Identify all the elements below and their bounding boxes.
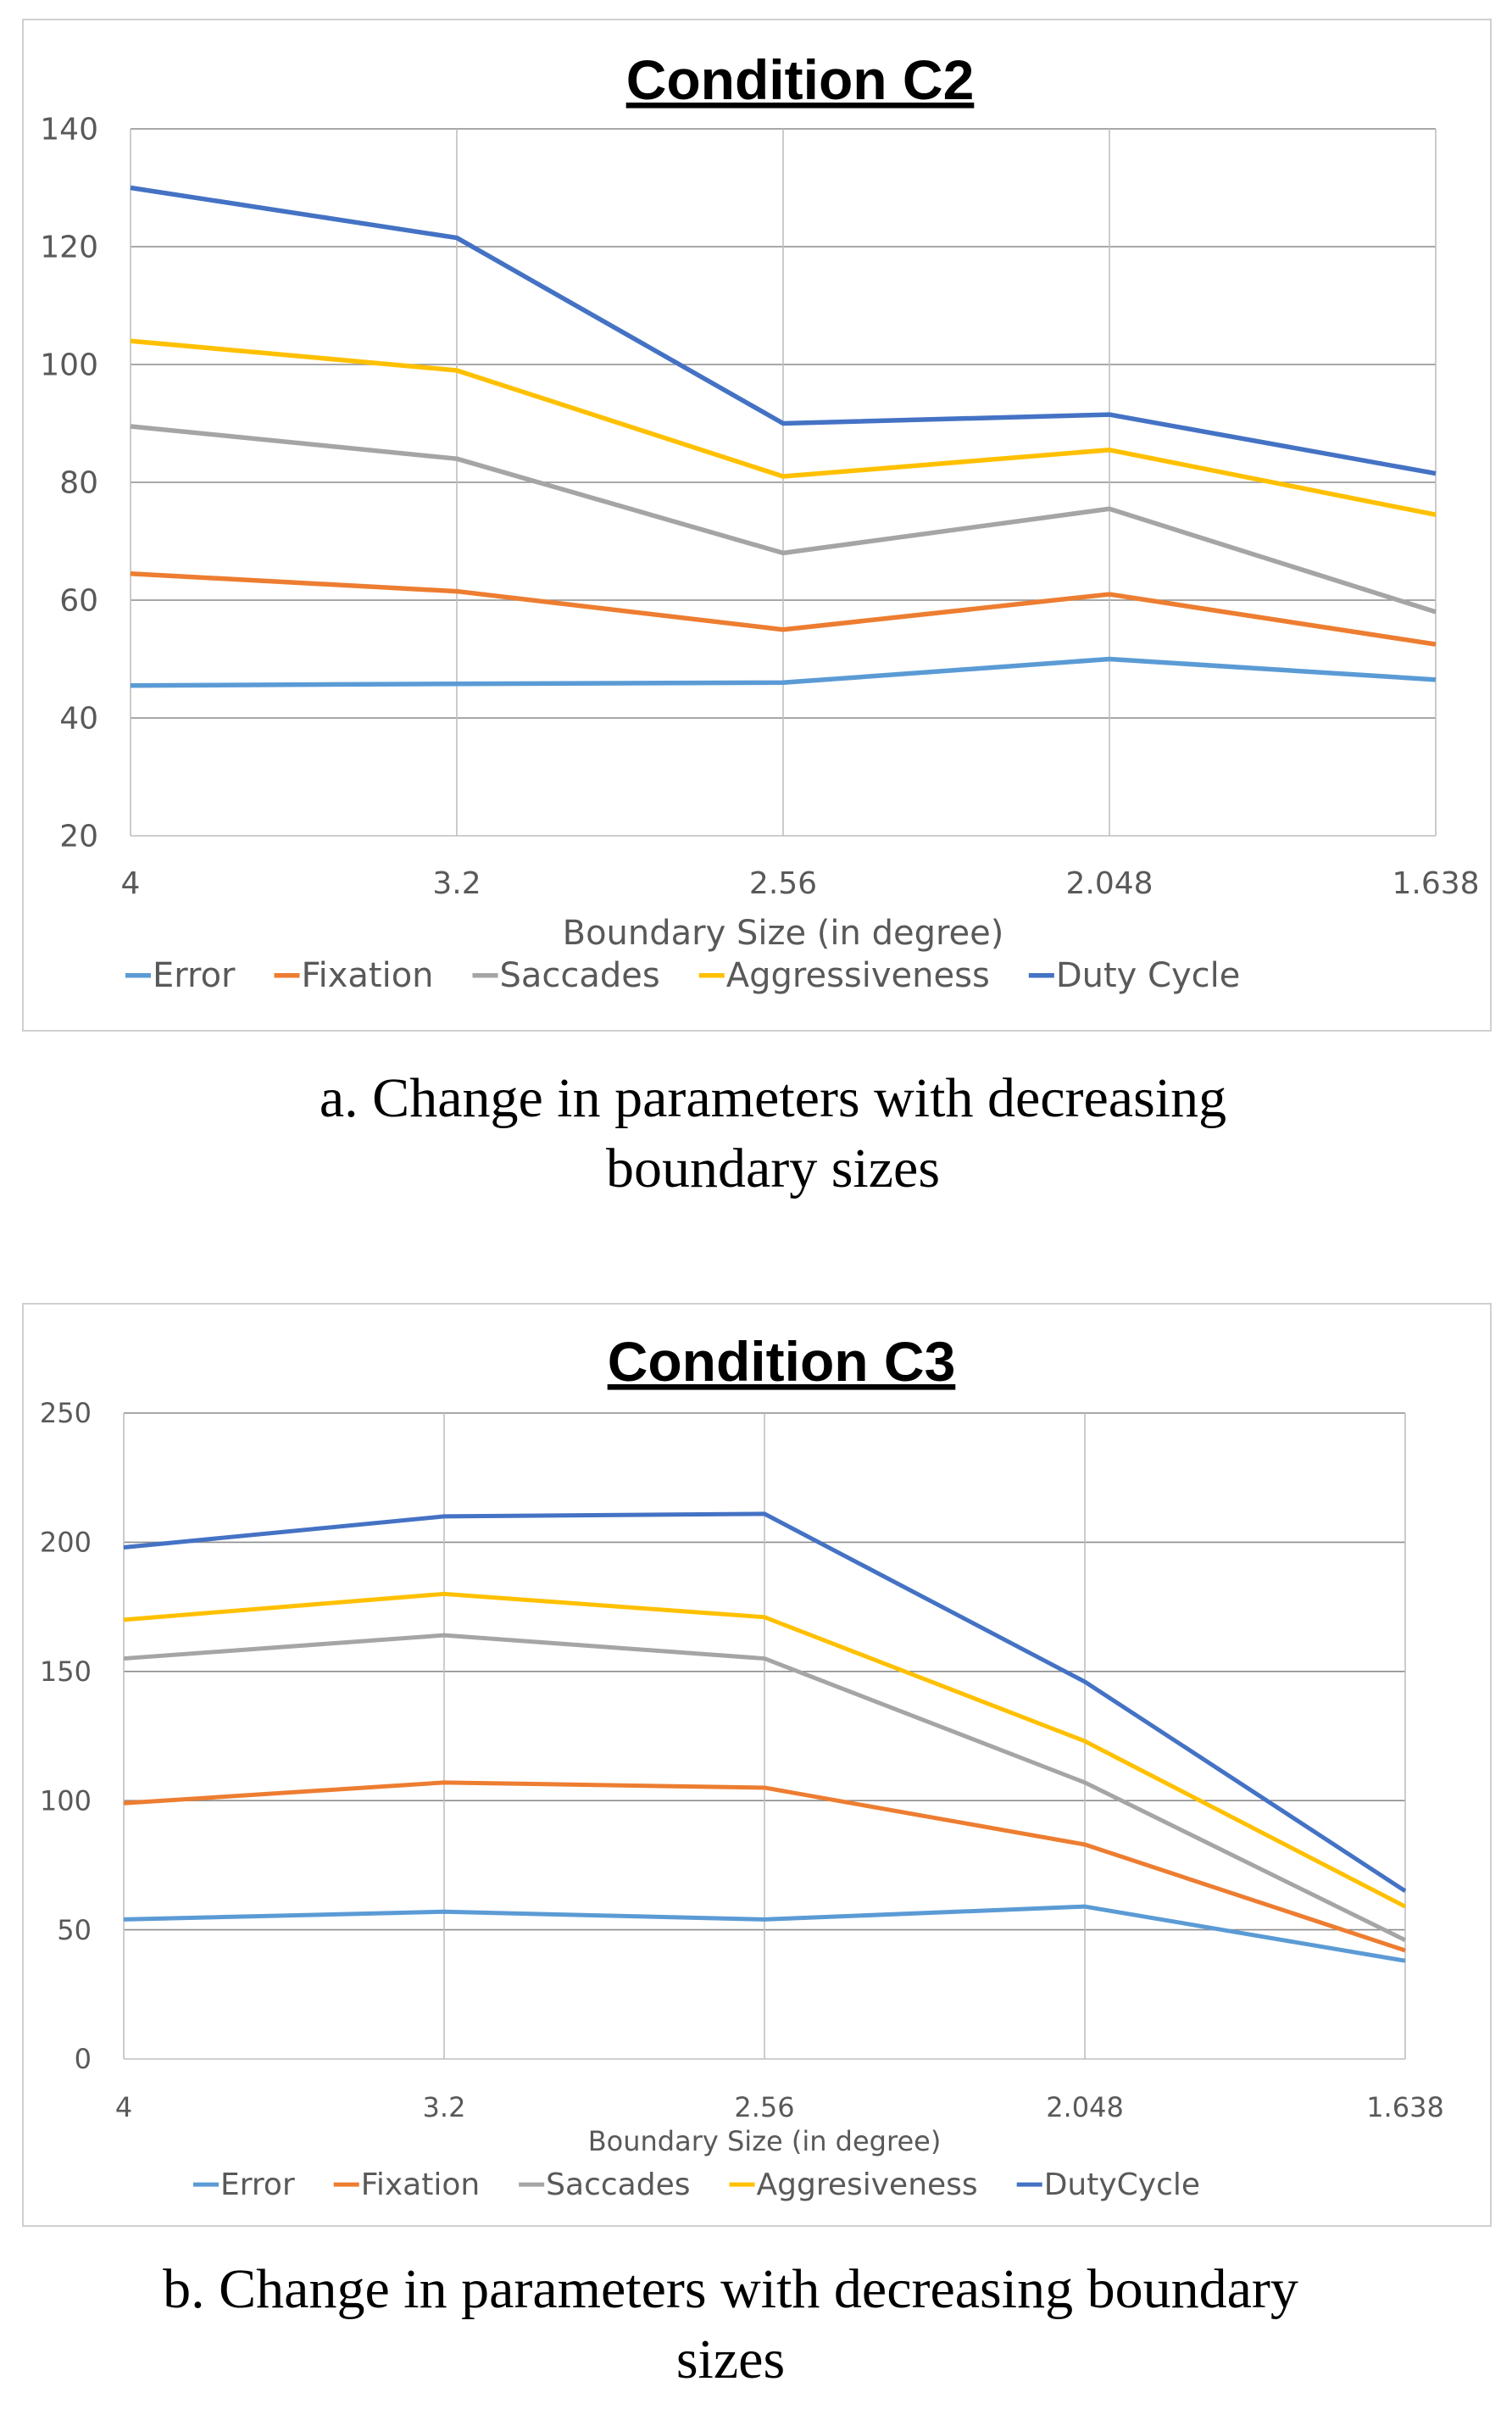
c2-y-tick-label: 40 <box>59 702 98 737</box>
c2-x-tick-label: 4 <box>121 866 141 901</box>
c2-legend-label: Saccades <box>500 956 660 995</box>
c3-x-tick-label: 2.56 <box>734 2091 794 2123</box>
c2-x-tick-label: 1.638 <box>1392 866 1479 901</box>
c3-y-tick-label: 50 <box>57 1914 92 1946</box>
c3-series-line-error <box>123 1904 1406 1963</box>
c2-x-axis-title: Boundary Size (in degree) <box>563 914 1004 953</box>
c2-legend-label: Fixation <box>302 956 434 995</box>
c2-series-line-saccades <box>130 424 1437 615</box>
c2-y-tick-label: 80 <box>59 466 98 501</box>
c2-chart-title: Condition C2 <box>626 48 975 111</box>
caption-a: a. Change in parameters with decreasing … <box>0 1064 1512 1204</box>
c2-x-tick-label: 2.048 <box>1065 866 1153 901</box>
c2-y-tick-label: 100 <box>40 348 98 383</box>
chart-panel-c3: Condition C3 0 50 100 150 200 250 4 3.2 2.56 2.048… <box>22 1303 1492 2227</box>
caption-a-line-2: boundary sizes <box>605 1137 941 1199</box>
c3-series-line-saccades <box>123 1633 1407 1943</box>
c3-x-axis-title: Boundary Size (in degree) <box>588 2125 942 2157</box>
c3-y-tick-label: 250 <box>40 1397 92 1429</box>
c2-y-tick-label: 20 <box>59 820 98 854</box>
c2-legend-label: Duty Cycle <box>1056 956 1241 995</box>
c3-legend-label: Saccades <box>546 2167 690 2202</box>
c3-y-tick-label: 0 <box>75 2043 92 2075</box>
c2-y-tick-label: 140 <box>40 113 98 147</box>
c3-y-tick-label: 100 <box>40 1784 92 1817</box>
c3-x-tick-label: 1.638 <box>1366 2091 1444 2123</box>
c2-legend-label: Aggressiveness <box>726 956 990 995</box>
c3-x-tick-label: 3.2 <box>423 2091 466 2123</box>
caption-a-line-1: a. Change in parameters with decreasing <box>319 1067 1227 1129</box>
caption-b-line-1: b. Change in parameters with decreasing … <box>163 2258 1298 2320</box>
c3-y-tick-label: 150 <box>40 1655 92 1688</box>
c2-legend-label: Error <box>153 956 236 995</box>
c2-y-tick-label: 120 <box>40 231 98 265</box>
c3-series-line-fixation <box>123 1780 1406 1953</box>
c3-x-tick-label: 2.048 <box>1046 2091 1124 2123</box>
c3-legend-label: DutyCycle <box>1044 2167 1200 2202</box>
chart-panel-c2: Condition C2 20 40 60 80 100 120 140 4 3.2 2.56 2.0… <box>22 19 1492 1032</box>
chart-c2: Condition C2 20 40 60 80 100 120 140 4 3.2 2.56 2.0… <box>40 48 1479 995</box>
c3-y-tick-label: 200 <box>40 1527 92 1559</box>
c2-x-tick-label: 3.2 <box>432 866 481 901</box>
c3-chart-title: Condition C3 <box>608 1330 956 1393</box>
chart-c3: Condition C3 0 50 100 150 200 250 4 3.2 2.56 2.048… <box>40 1330 1444 2202</box>
c2-series-line-duty-cycle <box>130 185 1437 476</box>
caption-b: b. Change in parameters with decreasing … <box>0 2255 1512 2395</box>
c2-y-tick-label: 60 <box>59 584 98 619</box>
c2-series-line-aggressiveness <box>130 338 1437 517</box>
c3-legend-label: Aggresiveness <box>757 2167 978 2202</box>
c3-series-line-aggresiveness <box>123 1591 1407 1909</box>
c3-legend-label: Error <box>220 2167 295 2202</box>
c3-x-tick-label: 4 <box>115 2091 132 2123</box>
c2-series-line-error <box>130 656 1437 688</box>
c3-series-line-dutycycle <box>123 1511 1407 1893</box>
c2-x-tick-label: 2.56 <box>749 866 817 901</box>
c2-series-line-fixation <box>130 570 1437 647</box>
c3-legend-label: Fixation <box>361 2167 480 2202</box>
caption-b-line-2: sizes <box>675 2328 786 2390</box>
